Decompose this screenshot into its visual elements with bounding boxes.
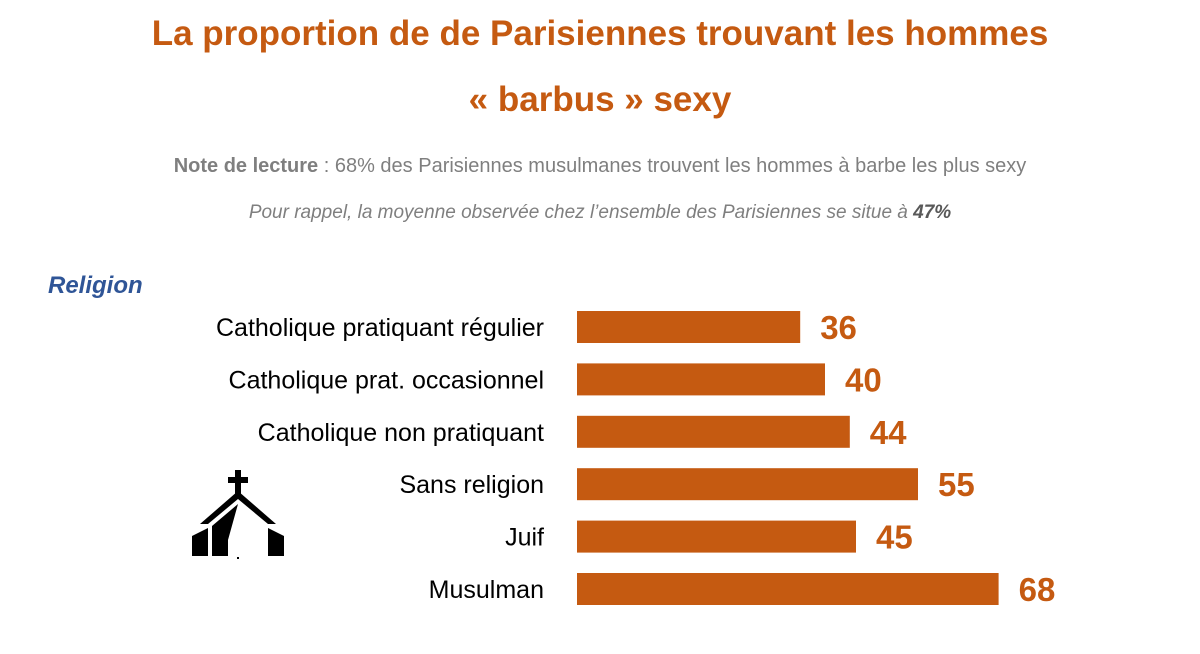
category-label: Catholique pratiquant régulier xyxy=(216,314,544,342)
average-reminder-value: 47% xyxy=(913,202,952,223)
bar xyxy=(577,468,918,501)
reading-note-label: Note de lecture xyxy=(173,155,319,177)
bar xyxy=(577,573,999,605)
category-label: Sans religion xyxy=(399,471,544,499)
church-icon xyxy=(192,470,284,559)
chart-title-line-1: La proportion de de Parisiennes trouvant… xyxy=(151,14,1049,53)
bar xyxy=(577,363,825,396)
data-label: 36 xyxy=(820,309,857,346)
bar xyxy=(577,520,856,553)
data-label: 40 xyxy=(845,361,882,398)
category-label: Catholique prat. occasionnel xyxy=(229,366,544,394)
average-reminder: Pour rappel, la moyenne observée chez l’… xyxy=(0,202,1200,224)
data-label: 68 xyxy=(1019,571,1056,608)
section-label-religion: Religion xyxy=(48,272,143,299)
bar xyxy=(577,311,801,343)
average-reminder-text: Pour rappel, la moyenne observée chez l’… xyxy=(248,202,914,223)
category-label: Catholique non pratiquant xyxy=(258,419,544,447)
bar xyxy=(577,415,850,448)
reading-note: Note de lecture : 68% des Parisiennes mu… xyxy=(0,155,1200,178)
data-label: 44 xyxy=(870,414,907,451)
data-label: 45 xyxy=(876,519,913,556)
category-label: Juif xyxy=(505,524,544,552)
category-label: Musulman xyxy=(429,576,544,604)
reading-note-text: : 68% des Parisiennes musulmanes trouven… xyxy=(318,155,1027,177)
chart-title-line-2: « barbus » sexy xyxy=(468,80,732,119)
data-label: 55 xyxy=(938,466,975,503)
